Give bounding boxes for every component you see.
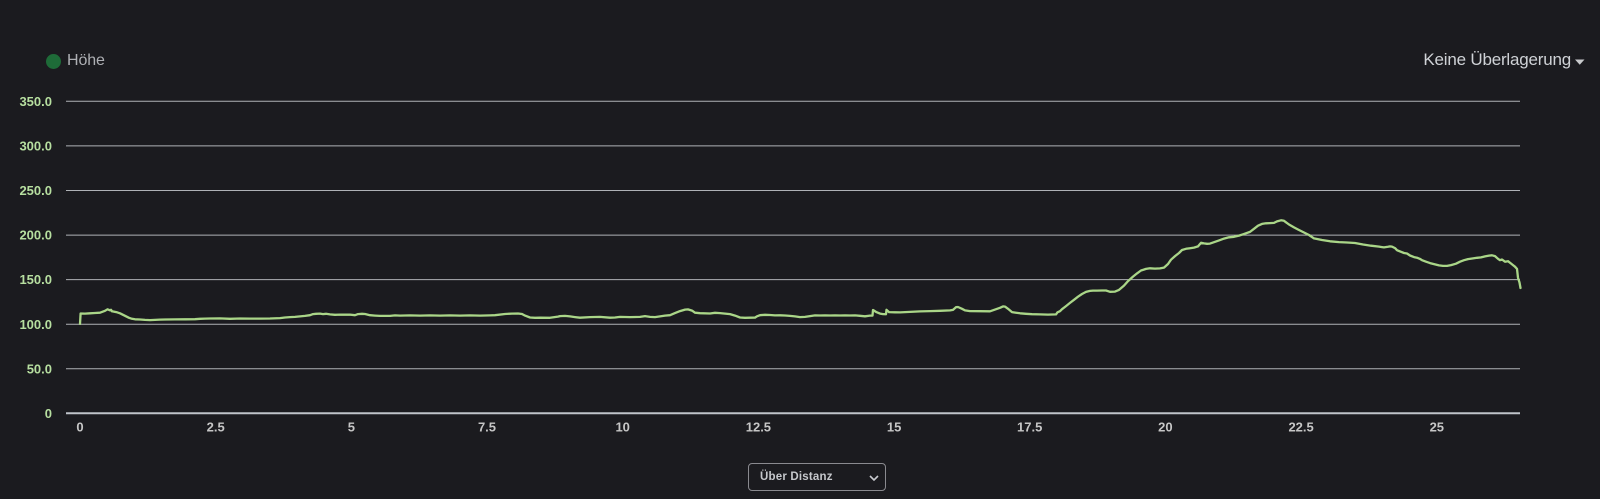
- svg-text:0: 0: [76, 420, 83, 435]
- svg-text:15: 15: [887, 420, 901, 435]
- svg-text:12.5: 12.5: [746, 420, 771, 435]
- svg-text:0: 0: [45, 406, 52, 421]
- svg-text:10: 10: [615, 420, 629, 435]
- svg-text:50.0: 50.0: [27, 361, 52, 376]
- svg-text:17.5: 17.5: [1017, 420, 1042, 435]
- svg-text:350.0: 350.0: [19, 94, 52, 109]
- svg-text:150.0: 150.0: [19, 272, 52, 287]
- svg-text:22.5: 22.5: [1288, 420, 1313, 435]
- svg-text:20: 20: [1158, 420, 1172, 435]
- svg-text:2.5: 2.5: [207, 420, 225, 435]
- svg-text:250.0: 250.0: [19, 183, 52, 198]
- svg-text:25: 25: [1430, 420, 1444, 435]
- svg-text:7.5: 7.5: [478, 420, 496, 435]
- svg-text:200.0: 200.0: [19, 228, 52, 243]
- svg-text:300.0: 300.0: [19, 139, 52, 154]
- svg-text:100.0: 100.0: [19, 317, 52, 332]
- svg-text:5: 5: [348, 420, 355, 435]
